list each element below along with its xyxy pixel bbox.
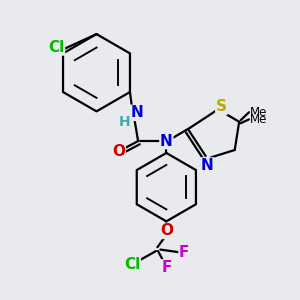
Text: O: O (160, 223, 173, 238)
Text: O: O (112, 144, 125, 159)
Text: Cl: Cl (48, 40, 64, 55)
Text: N: N (130, 105, 143, 120)
Text: H: H (119, 115, 130, 129)
Text: Me: Me (250, 106, 267, 119)
Text: N: N (160, 134, 173, 148)
Text: S: S (216, 99, 227, 114)
Text: F: F (161, 260, 172, 275)
Text: F: F (179, 245, 189, 260)
Text: Me: Me (250, 113, 267, 126)
Text: Cl: Cl (124, 257, 140, 272)
Text: N: N (201, 158, 213, 173)
